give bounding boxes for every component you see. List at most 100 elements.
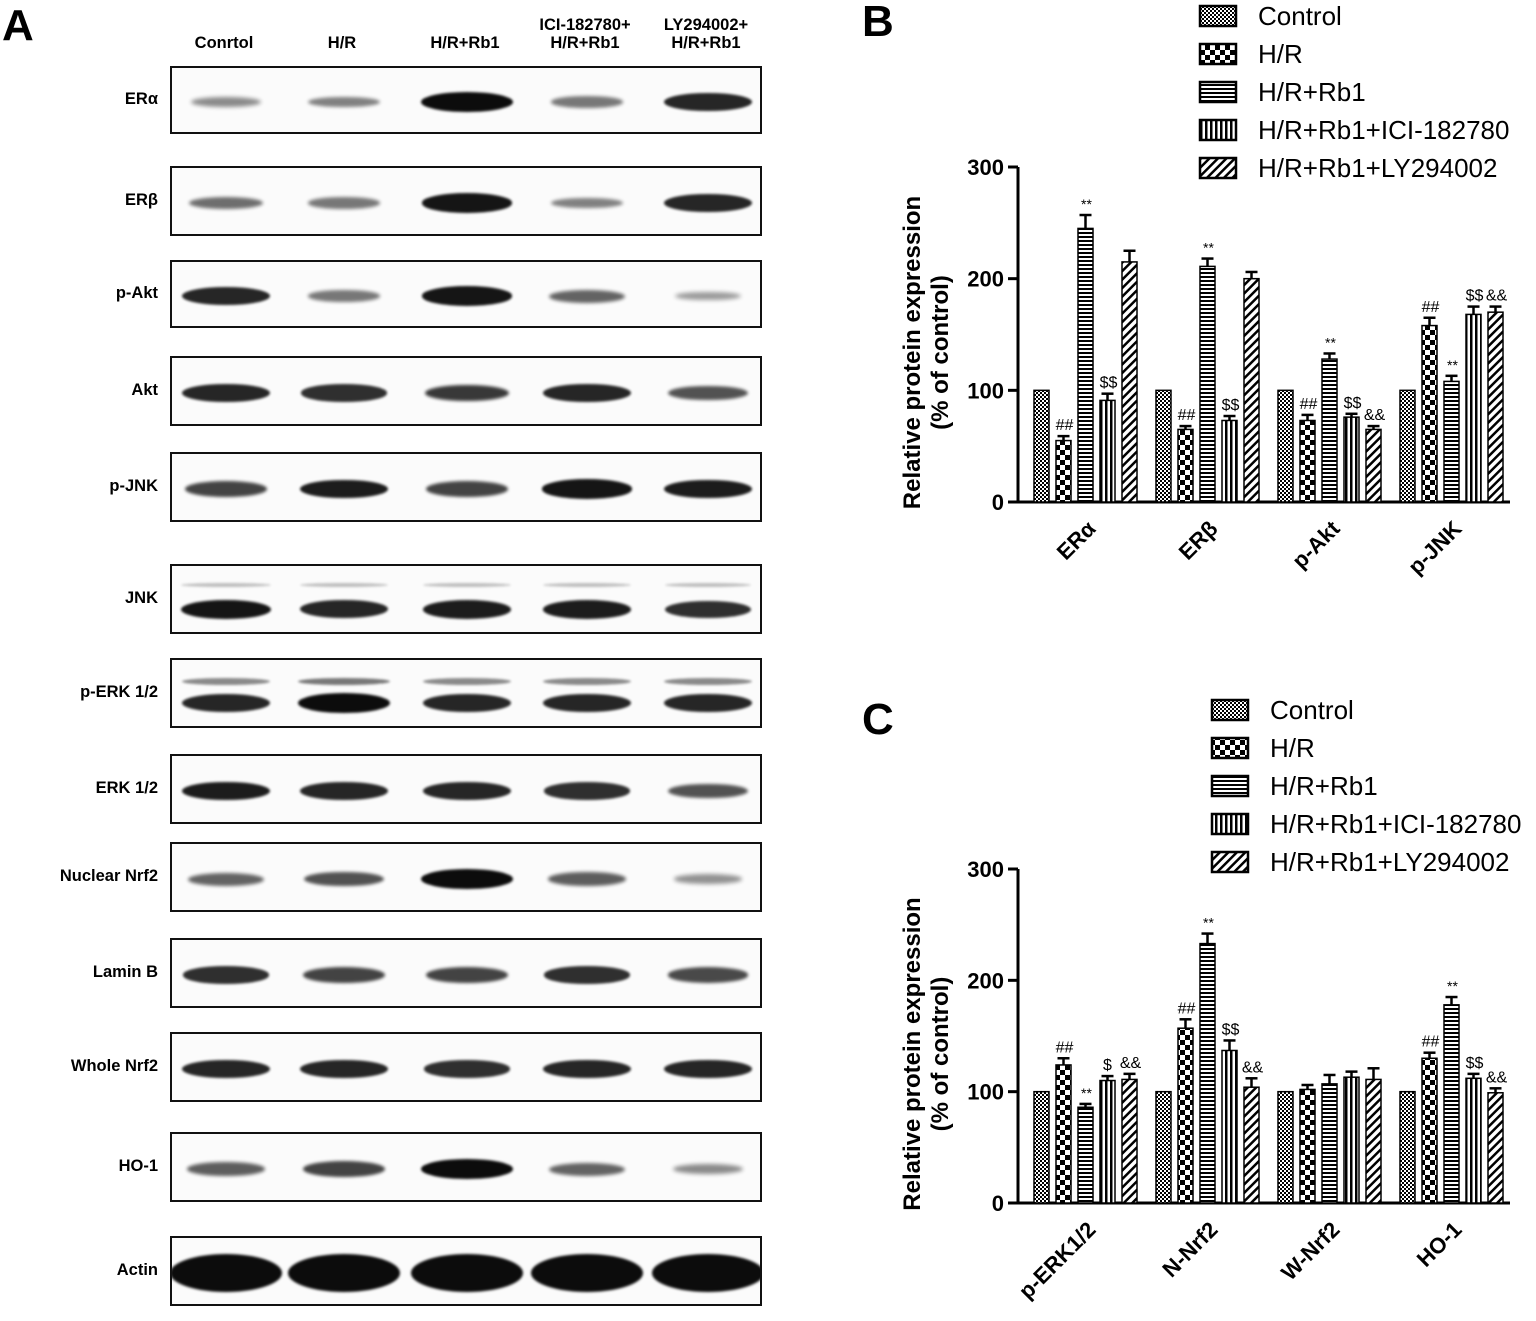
blot-membrane [170,1032,762,1102]
protein-band-upper [664,678,752,685]
protein-band [300,600,388,619]
bar [1155,1090,1172,1204]
protein-band [544,966,630,984]
protein-band [548,872,626,886]
protein-band [300,782,388,800]
significance-mark: ** [1081,1085,1092,1101]
protein-band [424,1060,510,1078]
protein-band [308,96,380,108]
protein-band [421,92,513,112]
significance-mark: $$ [1100,375,1118,392]
protein-band [307,197,381,209]
y-tick-label: 300 [967,155,1004,180]
significance-mark: ## [1056,417,1074,434]
y-axis-label-unit: (% of control) [927,275,954,430]
bar [1243,1086,1260,1204]
legend-label: H/R+Rb1 [1258,77,1366,107]
protein-band-upper [180,582,272,587]
significance-mark: ** [1325,334,1336,350]
lane-label-line2: Conrtol [194,34,254,52]
y-tick-label: 200 [967,968,1004,993]
legend-entry: H/R+Rb1 [1210,771,1378,801]
protein-band-upper [422,582,512,587]
blot-membrane [170,452,762,522]
bar [1277,389,1294,503]
significance-mark: $$ [1466,288,1484,305]
blot-row-label: p-Akt [115,284,158,302]
blot-row-label: Whole Nrf2 [70,1057,158,1075]
protein-band [531,1254,643,1292]
significance-mark: && [1120,1055,1142,1072]
blot-membrane [170,260,762,328]
protein-band [664,194,752,212]
legend-swatch [1198,156,1238,180]
legend-entry: H/R+Rb1+ICI-182780 [1210,809,1521,839]
legend-swatch [1210,812,1250,836]
protein-band [188,872,264,886]
protein-band-upper [182,678,270,685]
protein-band-upper [542,582,632,587]
protein-band [549,1162,625,1176]
panel-label-c: C [862,695,894,744]
blot-row-label: Nuclear Nrf2 [59,867,158,885]
bar [1199,942,1216,1204]
protein-band [411,1254,523,1292]
legend-label: H/R+Rb1+ICI-182780 [1270,809,1521,839]
y-axis-label-unit: (% of control) [927,977,954,1132]
significance-mark: && [1486,1069,1508,1086]
legend-entry: H/R [1210,733,1315,763]
protein-band [425,481,509,497]
blot-membrane [170,938,762,1008]
blot-row-label: ERα [124,90,158,108]
significance-mark: $ [1103,1057,1112,1074]
protein-band [288,1254,400,1292]
blot-membrane [170,1132,762,1202]
bar [1121,1078,1138,1204]
protein-band [549,289,625,303]
panel-label-a: A [2,1,34,50]
protein-band [668,385,748,401]
protein-band [182,384,270,402]
legend-entry: H/R+Rb1+ICI-182780 [1198,115,1509,145]
blot-membrane [170,66,762,134]
protein-band [674,291,742,301]
significance-mark: ** [1447,978,1458,994]
protein-band [667,967,749,983]
blot-row-label: Actin [116,1261,158,1279]
legend-label: Control [1258,1,1342,31]
protein-band [668,783,748,799]
protein-band [298,693,390,714]
legend-label: Control [1270,695,1354,725]
legend-entry: Control [1198,1,1342,31]
bar [1321,1083,1338,1204]
significance-mark: && [1364,407,1386,424]
protein-band [663,479,753,499]
blot-row-label: p-JNK [109,477,158,495]
bar [1443,1004,1460,1204]
protein-band [183,966,269,984]
significance-mark: ** [1081,196,1092,212]
panel-label-b: B [862,0,894,46]
y-tick-label: 300 [967,857,1004,882]
significance-mark: $$ [1466,1055,1484,1072]
legend-swatch [1210,774,1250,798]
protein-band [181,781,271,801]
protein-band [172,1254,282,1292]
y-axis-label: Relative protein expression [899,897,926,1210]
legend-label: H/R [1270,733,1315,763]
x-category-label: HO-1 [1412,1217,1467,1272]
lane-label-line2: H/R+Rb1 [671,34,741,52]
x-category-label: N-Nrf2 [1157,1217,1222,1282]
bar [1155,389,1172,503]
protein-band [541,479,633,499]
blot-membrane [170,356,762,426]
legend-label: H/R [1258,39,1303,69]
blot-row-label: p-ERK 1/2 [80,683,158,701]
blot-membrane [170,658,762,728]
blot-membrane [170,564,762,634]
protein-band [307,290,381,302]
legend-swatch [1210,698,1250,722]
protein-band [543,1060,631,1078]
legend-swatch [1198,42,1238,66]
